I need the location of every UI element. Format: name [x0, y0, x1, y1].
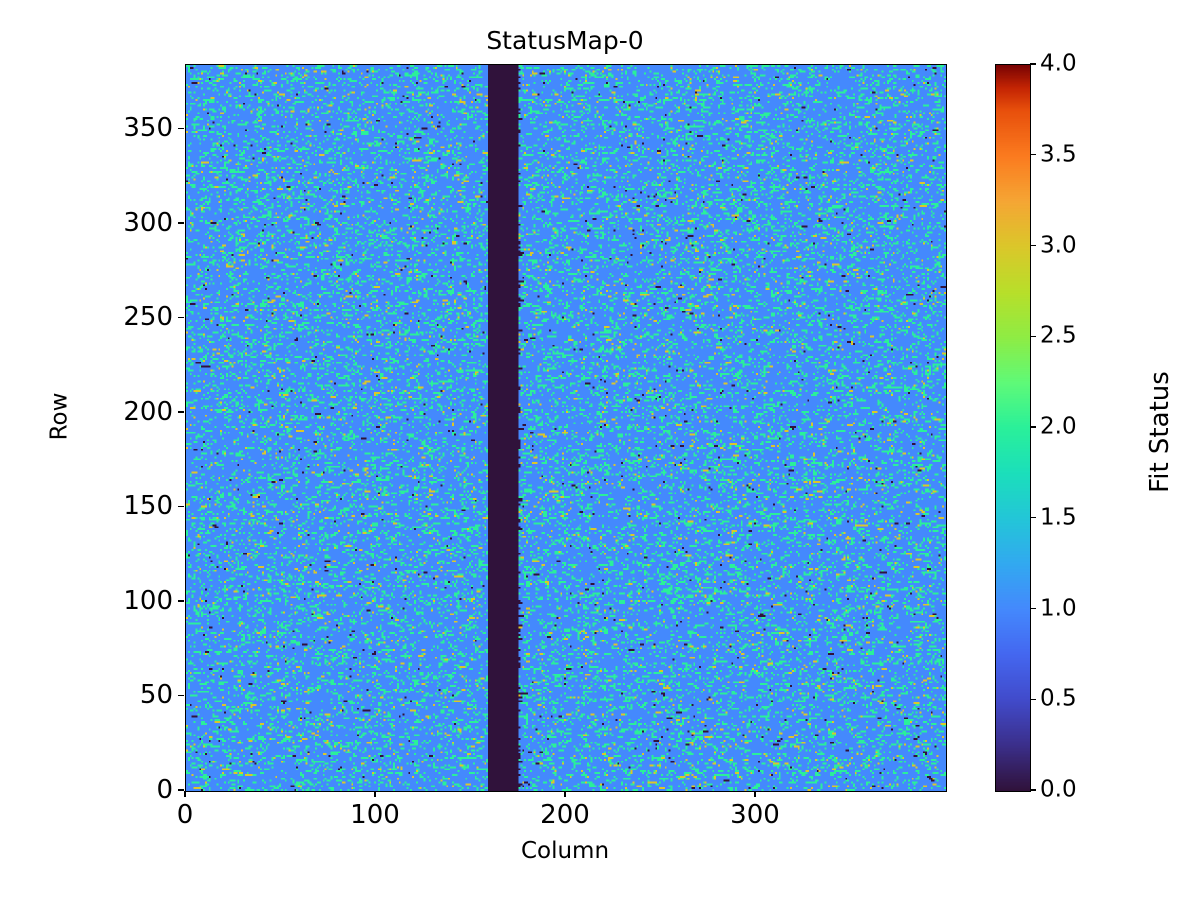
y-tick-label: 350 [123, 113, 173, 144]
colorbar-tick-label: 0.0 [1040, 776, 1077, 803]
x-tick-mark [184, 791, 186, 798]
y-tick-label: 150 [123, 491, 173, 522]
y-tick-mark [177, 694, 184, 697]
y-tick-label: 300 [123, 207, 173, 238]
y-tick-mark [177, 127, 184, 129]
y-tick-mark [177, 789, 184, 791]
y-tick-label: 100 [123, 585, 173, 616]
colorbar-tick-label: 0.5 [1040, 685, 1077, 712]
x-tick-mark [374, 791, 376, 798]
colorbar-tick-label: 1.0 [1040, 595, 1077, 621]
y-tick-mark [177, 222, 184, 224]
colorbar-tick-mark [1030, 63, 1037, 65]
colorbar-tick-mark [1030, 335, 1037, 337]
colorbar-tick-mark [1030, 154, 1037, 156]
y-tick-label: 250 [123, 302, 173, 333]
colorbar-tick-label: 2.0 [1040, 413, 1077, 440]
colorbar-tick-label: 3.0 [1040, 232, 1077, 258]
x-tick-mark [564, 791, 566, 798]
x-axis-label: Column [520, 838, 610, 864]
colorbar-tick-mark [1030, 607, 1037, 610]
y-tick-label: 50 [139, 680, 173, 711]
colorbar-tick-mark [1030, 426, 1037, 428]
colorbar-tick-mark [1030, 244, 1037, 247]
y-tick-mark [177, 505, 184, 508]
x-tick-label: 300 [730, 800, 780, 830]
x-tick-label: 0 [176, 800, 194, 830]
y-tick-mark [177, 316, 184, 319]
colorbar-tick-mark [1030, 698, 1037, 700]
page-title: StatusMap-0 [486, 26, 644, 55]
colorbar-tick-label: 4.0 [1040, 50, 1077, 77]
colorbar-gradient-image [996, 65, 1030, 791]
colorbar-tick-label: 2.5 [1040, 322, 1077, 349]
y-tick-mark [177, 411, 184, 413]
y-axis-label: Row [46, 392, 73, 441]
y-tick-label: 0 [156, 775, 173, 805]
colorbar-tick-label: 3.5 [1040, 141, 1077, 168]
heatmap-axes[interactable] [185, 64, 947, 792]
y-tick-mark [177, 600, 184, 602]
colorbar[interactable] [995, 64, 1031, 792]
colorbar-label: Fit Status [1145, 371, 1175, 493]
y-tick-label: 200 [123, 396, 173, 427]
colorbar-tick-mark [1030, 517, 1037, 519]
status-heatmap-image[interactable] [186, 65, 946, 791]
x-tick-mark [754, 791, 756, 798]
colorbar-tick-label: 1.5 [1040, 504, 1077, 531]
x-tick-label: 100 [350, 800, 400, 830]
colorbar-tick-mark [1030, 789, 1037, 791]
x-tick-label: 200 [540, 800, 590, 830]
